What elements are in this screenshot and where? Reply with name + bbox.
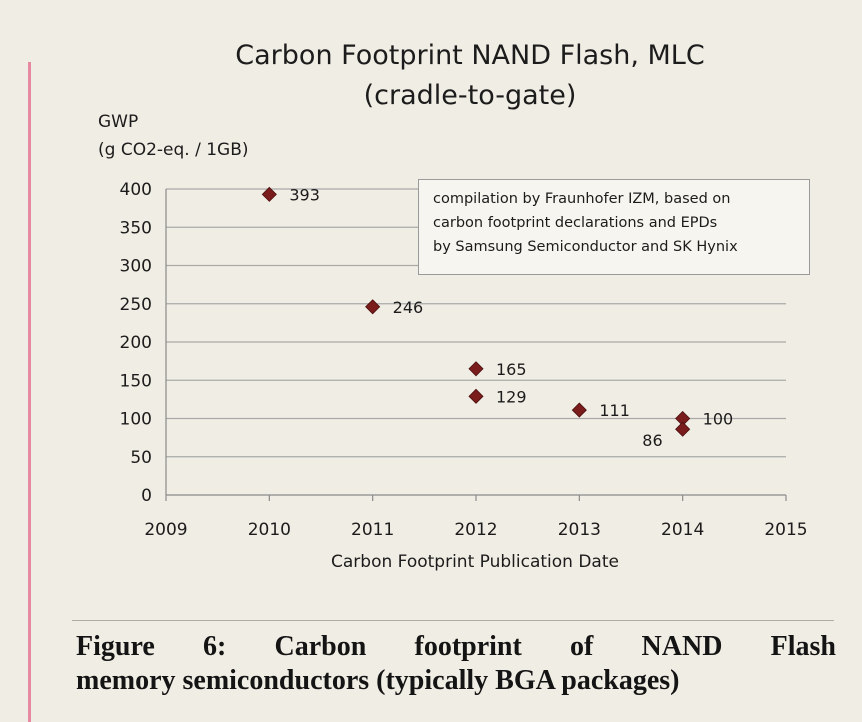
data-label: 246: [393, 298, 424, 317]
data-point: [365, 299, 381, 315]
data-label: 100: [703, 410, 734, 429]
x-tick-label: 2015: [764, 520, 807, 540]
chart-title-line-2: (cradle-to-gate): [363, 80, 577, 111]
caption-divider: [72, 620, 834, 621]
y-tick-label: 400: [120, 180, 152, 200]
x-axis-label: Carbon Footprint Publication Date: [331, 552, 619, 572]
data-label: 165: [496, 360, 527, 379]
x-tick-label: 2012: [454, 520, 497, 540]
annotation-line-2: carbon footprint declarations and EPDs: [433, 215, 718, 231]
annotation-box: compilation by Fraunhofer IZM, based on …: [418, 179, 810, 275]
x-tick-label: 2013: [558, 520, 601, 540]
data-label: 393: [289, 185, 320, 204]
annotation-line-3: by Samsung Semiconductor and SK Hynix: [433, 239, 738, 255]
caption-word: footprint: [414, 631, 522, 662]
x-tick-label: 2009: [144, 520, 187, 540]
y-axis-label-line-1: GWP: [98, 112, 139, 132]
data-label: 129: [496, 387, 527, 406]
y-tick-label: 50: [130, 448, 152, 468]
y-tick-label: 0: [141, 486, 152, 506]
caption-word: Figure: [76, 631, 155, 662]
x-tick-label: 2011: [351, 520, 394, 540]
annotation-line-1: compilation by Fraunhofer IZM, based on: [433, 191, 731, 207]
data-point: [468, 361, 484, 377]
x-tick-label: 2010: [248, 520, 291, 540]
caption-line-1: Figure 6: Carbon footprint of NAND Flash: [76, 630, 836, 664]
caption-word: of: [570, 631, 594, 662]
data-label: 111: [599, 401, 630, 420]
margin-line: [28, 62, 31, 722]
y-tick-label: 150: [120, 371, 152, 391]
caption-word: NAND: [641, 631, 723, 662]
data-point: [468, 388, 484, 404]
data-point: [675, 421, 691, 437]
y-tick-label: 300: [120, 257, 152, 277]
caption-word: Flash: [770, 631, 836, 662]
chart-title-line-1: Carbon Footprint NAND Flash, MLC: [235, 40, 705, 71]
y-tick-label: 100: [120, 410, 152, 430]
data-label: 86: [642, 431, 662, 450]
data-point: [261, 186, 277, 202]
figure-caption: Figure 6: Carbon footprint of NAND Flash…: [76, 630, 836, 698]
caption-word: Carbon: [274, 631, 367, 662]
caption-word: 6:: [203, 631, 227, 662]
data-point: [571, 402, 587, 418]
y-tick-label: 200: [120, 333, 152, 353]
caption-line-2: memory semiconductors (typically BGA pac…: [76, 665, 680, 696]
y-tick-label: 350: [120, 218, 152, 238]
y-axis-label-line-2: (g CO2-eq. / 1GB): [98, 140, 249, 160]
x-tick-label: 2014: [661, 520, 704, 540]
y-tick-label: 250: [120, 295, 152, 315]
